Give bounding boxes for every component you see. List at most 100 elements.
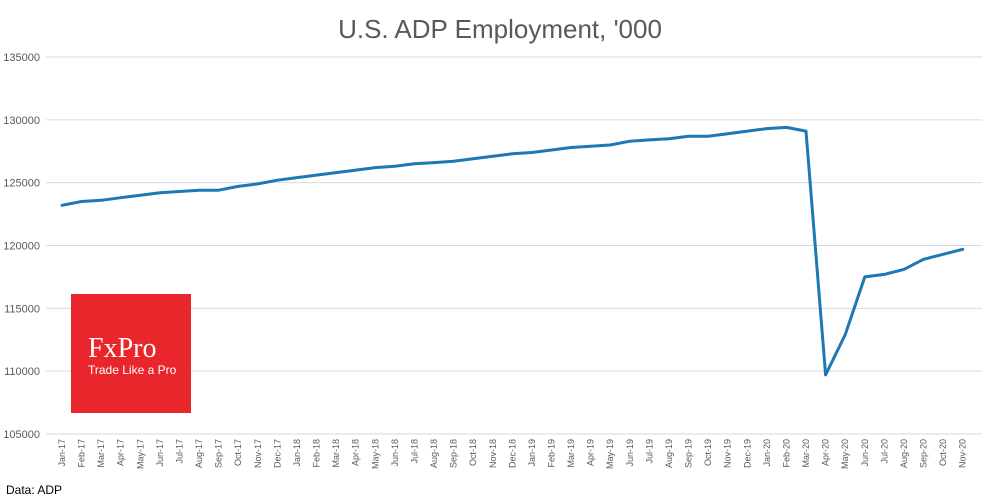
data-point: [276, 178, 279, 182]
y-tick-label: 105000: [3, 429, 40, 441]
data-point: [139, 194, 142, 197]
data-point: [589, 145, 592, 148]
x-tick-label: Oct-20: [938, 439, 948, 466]
x-axis-tick-labels: Jan-17 Feb-17 Mar-17 Apr-17 May-17 Jun-17 Jul-…: [57, 439, 968, 469]
data-point: [119, 196, 122, 199]
x-tick-label: Apr-19: [586, 439, 596, 466]
data-point: [941, 253, 945, 256]
fxpro-logo: FxPro Trade Like a Pro: [71, 294, 191, 413]
data-point: [217, 189, 220, 192]
x-tick-label: Sep-18: [449, 439, 459, 468]
data-point: [550, 148, 553, 152]
x-tick-label: May-18: [370, 439, 380, 469]
x-tick-label: Jul-18: [409, 439, 419, 464]
x-tick-label: Oct-19: [703, 439, 713, 466]
series-line: [60, 125, 965, 377]
data-point: [334, 171, 338, 174]
x-tick-label: May-19: [605, 439, 615, 469]
data-point: [765, 127, 769, 130]
y-tick-label: 130000: [3, 115, 40, 127]
data-point: [511, 152, 514, 155]
data-point: [785, 126, 788, 129]
data-point: [315, 173, 318, 177]
x-tick-label: Mar-19: [566, 439, 576, 468]
x-tick-label: Feb-20: [781, 439, 791, 468]
data-point: [824, 373, 827, 377]
data-point: [99, 199, 103, 202]
data-point: [256, 182, 259, 186]
y-tick-label: 120000: [3, 241, 40, 253]
data-point: [197, 189, 201, 192]
source-label: Data: ADP: [6, 483, 62, 497]
x-tick-label: Oct-17: [233, 439, 243, 466]
data-point: [413, 162, 416, 166]
y-axis-tick-labels: 105000 110000 115000 120000 125000 130000 1350…: [3, 52, 40, 441]
x-tick-label: Jun-17: [155, 439, 165, 467]
data-point: [628, 139, 632, 143]
data-point: [863, 275, 866, 279]
data-point: [804, 129, 808, 133]
data-point: [961, 248, 964, 251]
x-tick-label: Jan-20: [762, 439, 772, 467]
data-point: [667, 137, 671, 140]
x-tick-label: Feb-18: [312, 439, 322, 468]
x-tick-label: Nov-20: [958, 439, 968, 468]
x-tick-label: Apr-18: [351, 439, 361, 466]
data-point: [374, 166, 377, 169]
data-point: [530, 151, 534, 154]
x-tick-label: Jan-17: [57, 439, 67, 467]
x-tick-label: Aug-19: [664, 439, 674, 468]
data-point: [706, 134, 710, 138]
data-point: [471, 157, 475, 160]
series-layer: [60, 125, 965, 377]
x-tick-label: Mar-18: [331, 439, 341, 468]
x-tick-label: Aug-20: [899, 439, 909, 468]
data-point: [354, 168, 357, 172]
x-tick-label: Jul-20: [879, 439, 889, 464]
x-tick-label: Sep-19: [684, 439, 694, 468]
x-tick-label: Dec-18: [507, 439, 517, 468]
data-point: [746, 129, 749, 133]
chart-title: U.S. ADP Employment, '000: [338, 14, 662, 44]
data-point: [295, 176, 299, 179]
data-point: [158, 191, 162, 194]
data-point: [80, 200, 83, 203]
data-point: [178, 190, 181, 193]
data-point: [432, 161, 436, 164]
data-point: [726, 132, 729, 135]
data-point: [922, 258, 925, 261]
x-tick-label: Apr-17: [116, 439, 126, 466]
x-tick-label: Nov-18: [488, 439, 498, 468]
x-tick-label: Aug-17: [194, 439, 204, 468]
logo-background: [71, 294, 191, 413]
x-tick-label: Jun-19: [625, 439, 635, 467]
x-tick-label: Jun-18: [390, 439, 400, 467]
y-tick-label: 135000: [3, 52, 40, 64]
x-tick-label: Jan-19: [527, 439, 537, 467]
x-tick-label: Jun-20: [860, 439, 870, 467]
x-tick-label: Oct-18: [468, 439, 478, 466]
data-point: [844, 333, 847, 336]
y-tick-label: 110000: [4, 366, 40, 378]
x-tick-label: Feb-17: [77, 439, 87, 468]
data-point: [491, 155, 494, 158]
x-tick-label: Jul-17: [174, 439, 184, 464]
y-tick-label: 125000: [3, 178, 40, 190]
x-tick-label: Sep-20: [919, 439, 929, 468]
x-tick-label: Apr-20: [821, 439, 831, 466]
x-tick-label: Mar-17: [96, 439, 106, 468]
data-point: [60, 204, 64, 207]
data-point: [687, 134, 690, 138]
x-tick-label: Dec-19: [742, 439, 752, 468]
data-point: [609, 143, 612, 147]
y-tick-label: 115000: [4, 303, 40, 315]
x-tick-label: May-17: [135, 439, 145, 469]
x-tick-label: Nov-17: [253, 439, 263, 468]
x-tick-label: Mar-20: [801, 439, 811, 468]
logo-tagline: Trade Like a Pro: [88, 363, 177, 377]
gridlines: [46, 56, 982, 435]
logo-brand-text: FxPro: [88, 333, 156, 364]
x-tick-label: Jan-18: [292, 439, 302, 467]
data-point: [883, 273, 886, 276]
